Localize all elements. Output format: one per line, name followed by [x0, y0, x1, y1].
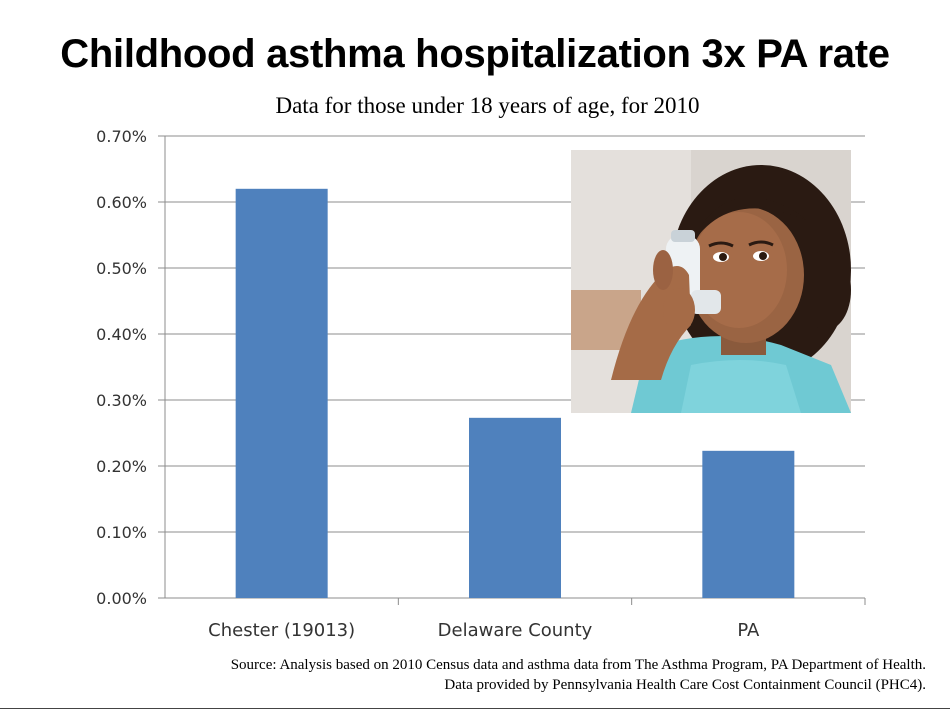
- chart-subtitle: Data for those under 18 years of age, fo…: [275, 93, 700, 118]
- y-tick-label: 0.50%: [96, 259, 147, 278]
- y-tick-label: 0.10%: [96, 523, 147, 542]
- bottom-divider: [0, 708, 950, 709]
- bar: [235, 188, 328, 599]
- x-category-label: PA: [737, 620, 760, 641]
- y-tick-label: 0.00%: [96, 589, 147, 608]
- y-tick-label: 0.70%: [96, 127, 147, 146]
- source-note: Source: Analysis based on 2010 Census da…: [231, 655, 926, 695]
- y-tick-label: 0.40%: [96, 325, 147, 344]
- x-category-label: Chester (19013): [208, 620, 355, 641]
- bar: [469, 417, 561, 598]
- source-line-1: Source: Analysis based on 2010 Census da…: [230, 657, 926, 673]
- y-tick-label: 0.20%: [96, 457, 147, 476]
- bar: [702, 450, 795, 598]
- x-category-label: Delaware County: [438, 620, 593, 641]
- slide-title: Childhood asthma hospitalization 3x PA r…: [60, 32, 890, 76]
- source-line-2: Data provided by Pennsylvania Health Car…: [444, 677, 926, 693]
- inhaler-photo: [571, 150, 851, 413]
- y-tick-label: 0.60%: [96, 193, 147, 212]
- y-tick-label: 0.30%: [96, 391, 147, 410]
